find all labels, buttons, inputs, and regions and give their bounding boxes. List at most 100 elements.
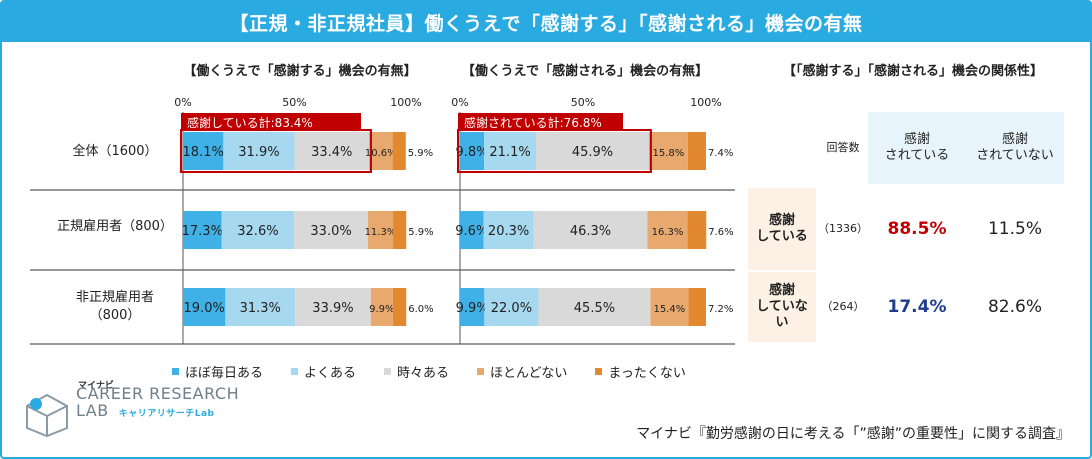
mid-chart-title: 【働くうえで「感謝される」機会の有無】 [461, 64, 709, 79]
bar-segment [460, 132, 485, 170]
bar-label: 20.3% [488, 224, 529, 239]
bar-label: 33.9% [312, 301, 353, 316]
bar-label: 22.0% [491, 301, 532, 316]
bar-label: 7.4% [708, 148, 733, 159]
bar-label: 6.0% [408, 304, 433, 315]
x-tick-label: 50% [282, 96, 306, 109]
bar-segment [368, 132, 393, 170]
row-header-appreciating: 感謝 している [748, 188, 816, 270]
page-title: 【正規・非正規社員】働くうえで「感謝する」「感謝される」機会の有無 [2, 2, 1090, 42]
bar-label: 45.5% [574, 301, 615, 316]
bar-segment [647, 211, 688, 249]
legend-label: 時々ある [397, 366, 450, 381]
x-tick-label: 100% [390, 96, 421, 109]
bar-segment [392, 288, 407, 326]
right-table-title: 【「感謝する」「感謝される」機会の関係性】 [782, 64, 1043, 79]
annotation-box [458, 113, 623, 131]
legend-item: ほとんどない [477, 362, 567, 381]
row-label-nonregular: 非正規雇用者 （800） [75, 290, 154, 323]
bar-segment [294, 132, 369, 170]
legend-swatch [291, 368, 299, 375]
row-label-regular: 正規雇用者（800） [57, 219, 173, 234]
bar-segment [650, 288, 689, 326]
bar-label: 7.6% [708, 227, 733, 238]
x-tick-label: 0% [174, 96, 191, 109]
x-tick-label: 100% [690, 96, 721, 109]
legend-item: 時々ある [384, 362, 449, 381]
bar-label: 46.3% [570, 224, 611, 239]
bar-label: 21.1% [489, 145, 530, 160]
bar-segment [393, 211, 407, 249]
logo-text: CAREER RESEARCH LAB キャリアリサーチLab [76, 385, 239, 423]
legend-swatch [384, 368, 392, 375]
bar-segment [223, 132, 295, 170]
bar-label: 32.6% [237, 224, 278, 239]
bar-segment [460, 211, 484, 249]
legend-label: まったくない [608, 366, 686, 381]
legend-item: まったくない [595, 362, 686, 381]
bar-label: 15.8% [652, 148, 684, 159]
cell-17-4: 17.4% [887, 297, 947, 317]
legend-label: ほとんどない [490, 366, 568, 381]
row-n-appreciating: （1336） [818, 222, 868, 235]
bar-label: 9.9% [456, 301, 489, 316]
bar-label: 7.2% [708, 304, 733, 315]
bar-label: 9.8% [456, 145, 489, 160]
legend-label: ほぼ毎日ある [185, 366, 264, 381]
annotation-label: 感謝している計:83.4% [187, 115, 313, 130]
legend-swatch [172, 368, 179, 375]
bar-segment [183, 132, 224, 170]
bar-segment [483, 211, 534, 249]
bar-segment [687, 211, 707, 249]
cell-11-5: 11.5% [987, 219, 1042, 239]
bar-segment [221, 211, 295, 249]
annotation-box [181, 113, 361, 131]
row-header-not-appreciating: 感謝 していな い [748, 272, 816, 342]
legend: ほぼ毎日ある よくある 時々ある ほとんどない まったくない [172, 362, 686, 381]
legend-item: ほぼ毎日ある [172, 362, 263, 381]
logo-sub: キャリアリサーチLab [118, 409, 215, 419]
bar-segment [687, 132, 706, 170]
legend-label: よくある [304, 366, 357, 381]
bar-segment [183, 288, 226, 326]
bar-segment [460, 288, 485, 326]
bar-label: 9.6% [455, 224, 488, 239]
logo-line1: CAREER RESEARCH [76, 384, 240, 403]
bar-segment [225, 288, 296, 326]
x-tick-label: 0% [451, 96, 468, 109]
bar-label: 45.9% [572, 145, 613, 160]
logo-icon [26, 393, 68, 438]
bar-label: 16.3% [652, 227, 684, 238]
x-tick-label: 50% [571, 96, 595, 109]
bar-label: 9.9% [369, 304, 394, 315]
bar-label: 19.0% [184, 301, 225, 316]
bar-segment [533, 211, 648, 249]
bar-label: 10.6% [365, 148, 397, 159]
bar-label: 33.0% [310, 224, 351, 239]
logo-kana: マイナビ [78, 381, 114, 391]
bar-segment [183, 211, 222, 249]
legend-swatch [477, 368, 485, 375]
row-n-not-appreciating: （264） [821, 300, 865, 313]
bar-segment [538, 288, 651, 326]
bar-label: 5.9% [408, 148, 433, 159]
bar-segment [370, 288, 393, 326]
legend-swatch [595, 368, 603, 375]
bar-label: 17.3% [182, 224, 223, 239]
bar-segment [648, 132, 688, 170]
col-header-n: 回答数 [826, 141, 860, 154]
row-label-total: 全体（1600） [72, 144, 158, 159]
bar-label: 33.4% [311, 145, 352, 160]
legend-item: よくある [291, 362, 356, 381]
bar-segment [484, 288, 539, 326]
bar-label: 31.9% [238, 145, 279, 160]
bar-label: 31.3% [240, 301, 281, 316]
bar-segment [294, 211, 368, 249]
col-header-not-appreciated: 感謝 されていない [966, 112, 1064, 184]
bar-label: 18.1% [183, 145, 224, 160]
bar-label: 5.9% [408, 227, 433, 238]
bar-segment [484, 132, 537, 170]
bar-segment [367, 211, 394, 249]
bar-segment [536, 132, 649, 170]
